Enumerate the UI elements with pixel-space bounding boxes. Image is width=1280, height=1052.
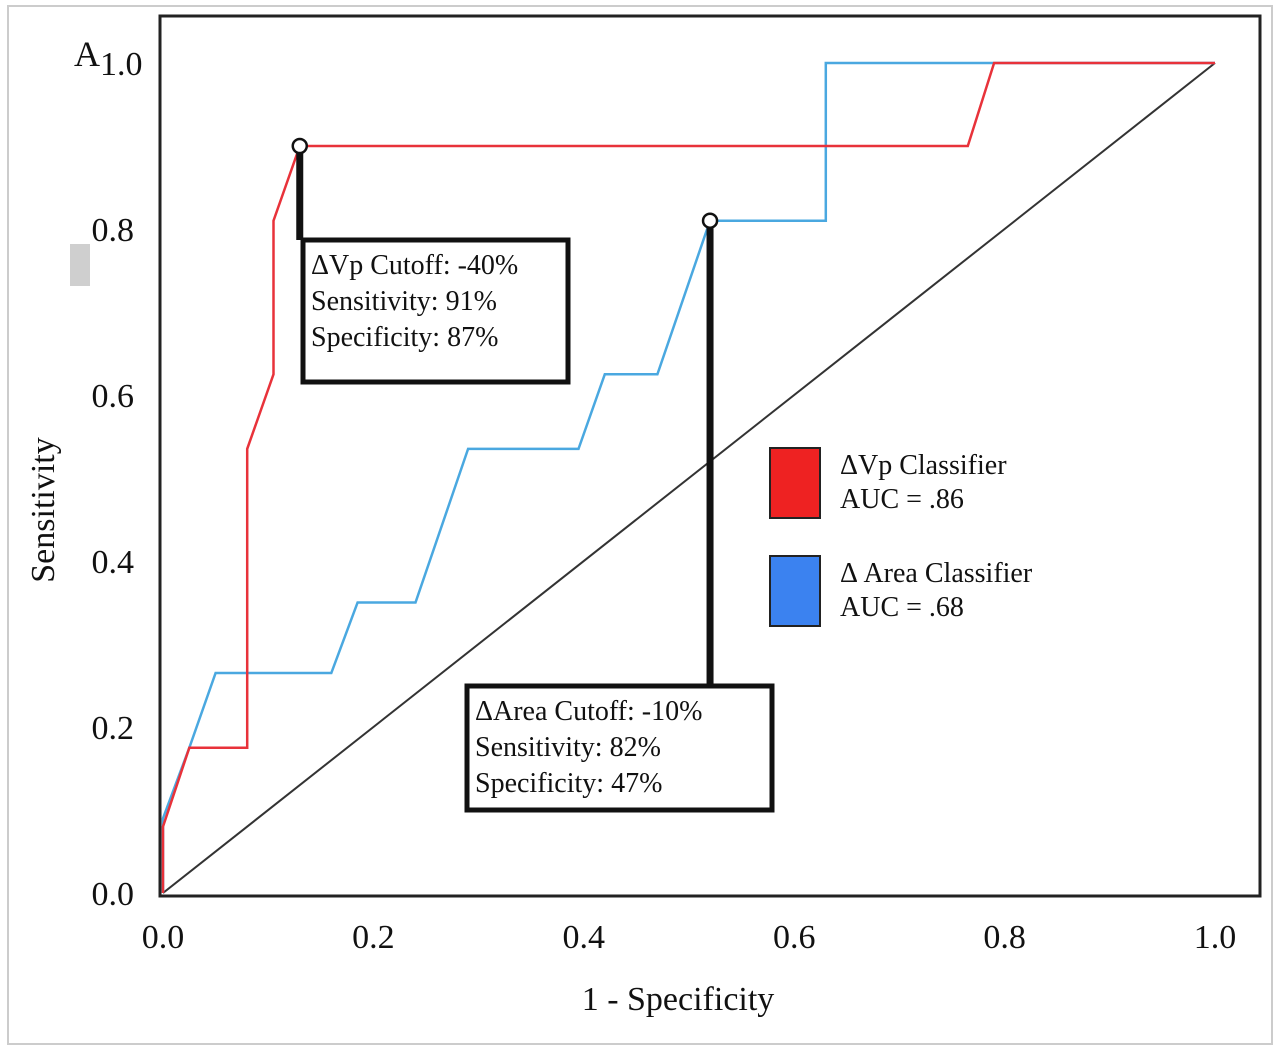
plot-area-border — [158, 14, 1262, 898]
y-tick-label: 0.0 — [92, 876, 135, 913]
y-tick-label: 0.8 — [92, 212, 135, 249]
legend-swatch-area — [769, 555, 821, 627]
legend-label-vp: ΔVp Classifier — [840, 450, 1007, 481]
legend-label-area: Δ Area Classifier — [840, 558, 1033, 589]
callout-text-vp_cutoff-0: ΔVp Cutoff: -40% — [311, 250, 518, 281]
y-axis-title: Sensitivity — [25, 437, 62, 582]
callout-text-area_cutoff-1: Sensitivity: 82% — [475, 732, 661, 763]
grey-marker — [70, 244, 90, 286]
y-tick-label: 0.6 — [92, 378, 135, 415]
figure-border — [7, 5, 1273, 1045]
legend-auc-vp: AUC = .86 — [840, 484, 964, 515]
x-tick-label: 0.0 — [142, 919, 185, 956]
callout-box-area_cutoff — [464, 683, 775, 813]
legend: ΔVp Classifier AUC = .86 Δ Area Classifi… — [769, 447, 1033, 627]
cutoff-point-vp_cutoff — [291, 137, 309, 155]
series-line-diagonal — [162, 62, 1216, 894]
callout-text-vp_cutoff-2: Specificity: 87% — [311, 322, 498, 353]
series-line-vp — [161, 61, 1215, 893]
callout-text-vp_cutoff-1: Sensitivity: 91% — [311, 286, 497, 317]
legend-swatch-vp — [769, 447, 821, 519]
callout-text-area_cutoff-0: ΔArea Cutoff: -10% — [475, 696, 702, 727]
panel-label: A — [74, 34, 100, 74]
series-line-area — [161, 61, 1215, 893]
x-tick-label: 0.8 — [983, 919, 1026, 956]
x-tick-label: 0.6 — [773, 919, 816, 956]
x-tick-label: 0.2 — [352, 919, 395, 956]
callout-box-vp_cutoff — [300, 237, 571, 385]
y-tick-label: 0.4 — [92, 544, 135, 581]
cutoff-point-area_cutoff — [701, 212, 719, 229]
y-tick-label: 0.2 — [92, 710, 135, 747]
x-tick-label: 1.0 — [1194, 919, 1237, 956]
callout-text-area_cutoff-2: Specificity: 47% — [475, 768, 662, 799]
y-tick-label: 1.0 — [100, 46, 143, 83]
x-tick-label: 0.4 — [563, 919, 606, 956]
x-axis-title: 1 - Specificity — [582, 981, 775, 1018]
legend-auc-area: AUC = .68 — [840, 592, 964, 623]
